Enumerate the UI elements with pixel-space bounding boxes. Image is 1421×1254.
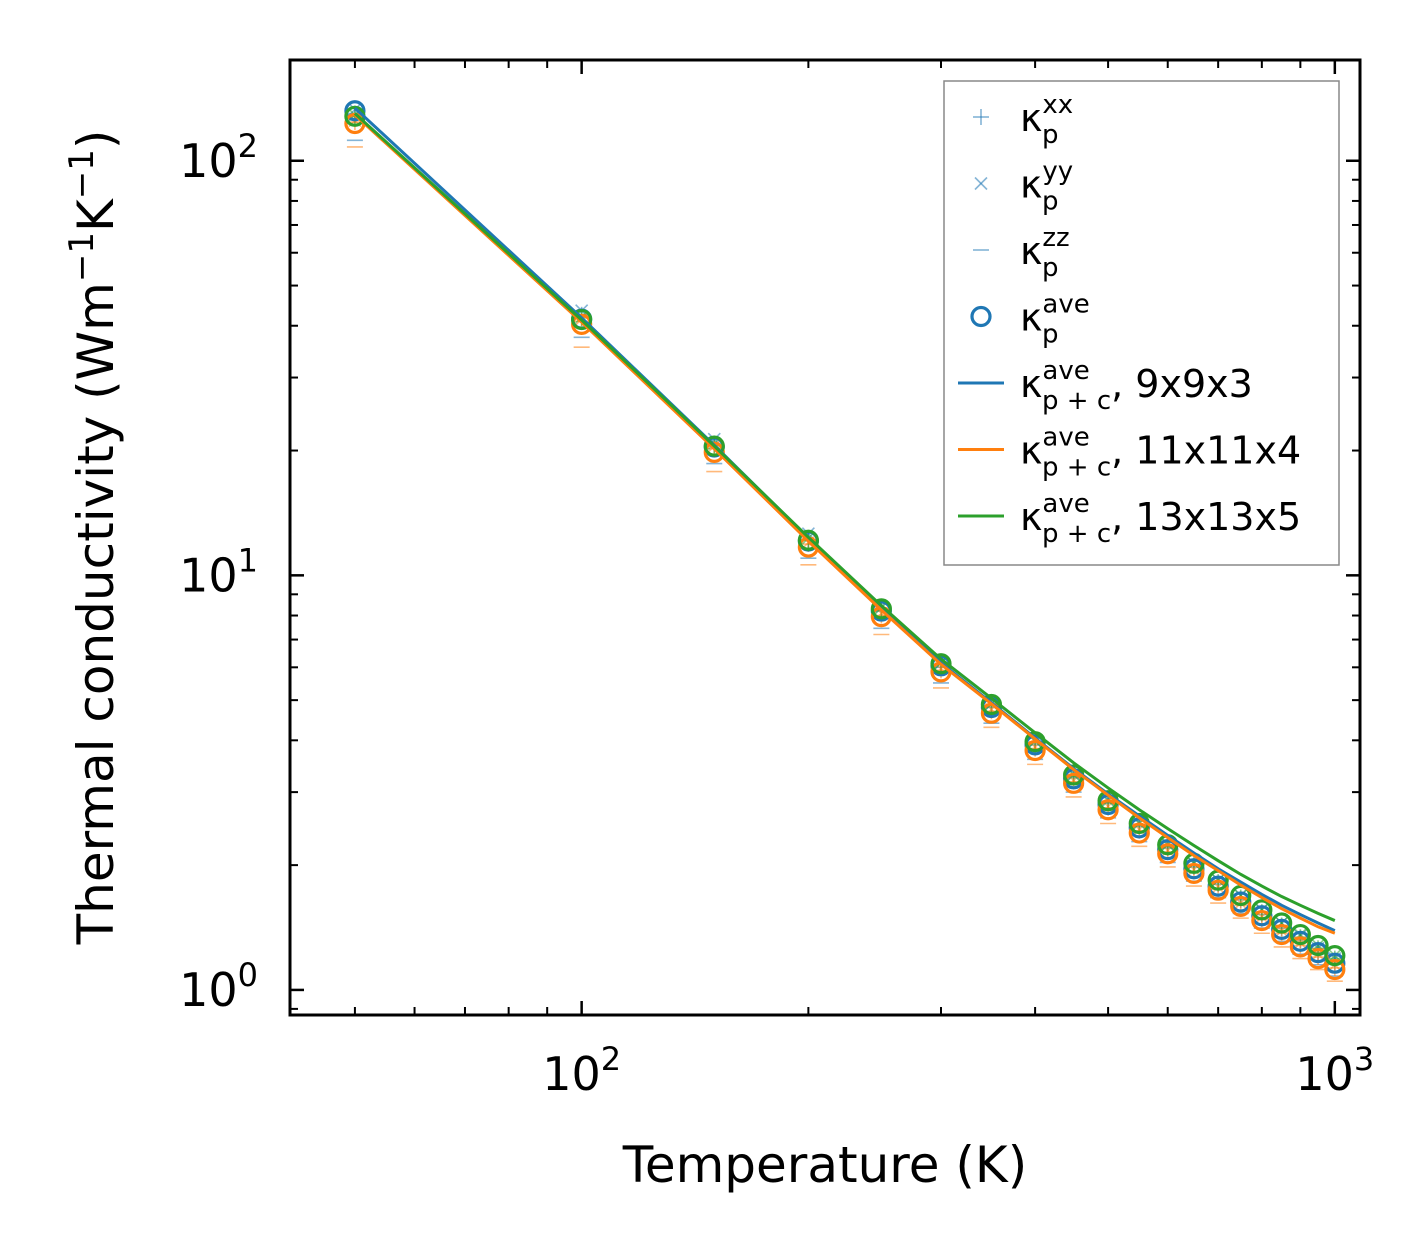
series-layer xyxy=(344,100,1346,982)
x-tick-label-base: 10 xyxy=(1295,1047,1354,1101)
series-line-13 xyxy=(353,112,1336,922)
data-point-s10-1 xyxy=(571,308,593,331)
data-point-s7-7 xyxy=(1024,739,1046,762)
data-point-s7-9 xyxy=(1097,799,1119,821)
data-point-s7-13 xyxy=(1207,879,1229,901)
legend-kappa: κ xyxy=(1020,163,1042,207)
x-tick-label-exp: 3 xyxy=(1354,1040,1374,1078)
data-point-s7-15 xyxy=(1251,909,1273,932)
legend-kappa: κ xyxy=(1020,296,1042,340)
legend-item-3: κave p xyxy=(970,290,1090,350)
tick-layer xyxy=(290,60,1360,1015)
data-point-s10-19 xyxy=(1324,945,1346,967)
y-tick-label: 102 xyxy=(179,127,258,188)
legend-label-1: κyy p xyxy=(1020,157,1073,217)
legend-label-0: κxx p xyxy=(1020,90,1073,150)
legend-kappa: κ xyxy=(1020,495,1042,539)
legend-label-3: κave p xyxy=(1020,290,1090,350)
legend-item-1: κyy p xyxy=(974,157,1073,217)
legend-item-5: κave p + c, 11x11x4 xyxy=(958,423,1301,483)
legend-kappa: κ xyxy=(1020,96,1042,140)
legend-suffix: , 13x13x5 xyxy=(1111,495,1301,539)
legend-marker-1-b xyxy=(974,176,988,191)
data-point-s10-3 xyxy=(797,529,819,551)
data-point-s10-4 xyxy=(870,598,892,620)
y-axis-label-mid: K xyxy=(67,198,125,232)
legend-item-4: κave p + c, 9x9x3 xyxy=(958,356,1253,416)
plot-frame xyxy=(288,58,1362,1017)
legend-subscript: p + c xyxy=(1042,386,1111,416)
legend-superscript: ave xyxy=(1042,356,1089,386)
y-tick-label-exp: 1 xyxy=(238,541,258,579)
x-axis-label: Temperature (K) xyxy=(622,1136,1027,1194)
x-tick-label: 102 xyxy=(542,1040,621,1101)
data-point-s7-8 xyxy=(1063,772,1085,794)
legend-subscript: p xyxy=(1042,187,1059,217)
data-point-s10-2 xyxy=(703,435,725,457)
series-6 xyxy=(346,146,1343,982)
legend-label-6: κave p + c, 13x13x5 xyxy=(1020,489,1301,549)
y-tick-label-exp: 2 xyxy=(238,127,258,165)
y-axis-label: Thermal conductivity (Wm−1K−1) xyxy=(62,130,125,946)
y-axis-label-sup1: −1 xyxy=(62,232,102,282)
legend-marker-3 xyxy=(970,305,992,328)
legend-superscript: zz xyxy=(1042,223,1069,253)
legend-kappa: κ xyxy=(1020,362,1042,406)
x-tick-label-base: 10 xyxy=(542,1047,601,1101)
y-tick-label: 100 xyxy=(179,956,258,1017)
legend-superscript: ave xyxy=(1042,489,1089,519)
legend-label-5: κave p + c, 11x11x4 xyxy=(1020,423,1301,483)
legend-item-2: κzz p xyxy=(973,223,1070,283)
legend-label-4: κave p + c, 9x9x3 xyxy=(1020,356,1253,416)
legend-label-2: κzz p xyxy=(1020,223,1070,283)
y-tick-label-base: 10 xyxy=(179,548,238,602)
legend-superscript: ave xyxy=(1042,290,1089,320)
legend-subscript: p xyxy=(1042,120,1059,150)
data-point-s10-15 xyxy=(1251,899,1273,921)
legend-superscript: xx xyxy=(1042,90,1073,120)
legend-box xyxy=(943,80,1340,566)
series-line-12 xyxy=(353,113,1336,935)
legend-kappa: κ xyxy=(1020,429,1042,473)
legend-subscript: p + c xyxy=(1042,453,1111,483)
x-tick-label-exp: 2 xyxy=(601,1040,621,1078)
x-tick-labels: 102 103 xyxy=(542,1040,1374,1101)
y-tick-label-exp: 0 xyxy=(238,956,258,994)
y-axis-label-end: ) xyxy=(67,130,125,150)
data-point-s10-16 xyxy=(1271,912,1293,934)
legend-superscript: ave xyxy=(1042,423,1089,453)
data-point-s10-18 xyxy=(1307,934,1329,957)
y-axis-label-main: Thermal conductivity (Wm xyxy=(67,282,125,945)
legend-subscript: p xyxy=(1042,253,1059,283)
legend-marker-0 xyxy=(973,109,989,125)
data-point-s10-17 xyxy=(1289,923,1311,946)
data-point-s7-19 xyxy=(1324,958,1346,981)
data-point-s7-11 xyxy=(1157,843,1179,865)
x-tick-label: 103 xyxy=(1295,1040,1374,1101)
y-tick-label-base: 10 xyxy=(179,963,238,1017)
y-axis-label-sup2: −1 xyxy=(62,149,102,199)
data-point-s7-12 xyxy=(1183,862,1205,885)
series-10 xyxy=(344,105,1346,967)
data-point-s7-14 xyxy=(1230,895,1252,918)
legend-subscript: p + c xyxy=(1042,519,1111,549)
legend-superscript: yy xyxy=(1042,157,1073,187)
y-tick-label: 101 xyxy=(179,541,258,602)
legend-item-6: κave p + c, 13x13x5 xyxy=(958,489,1301,549)
legend-suffix: , 9x9x3 xyxy=(1111,362,1253,406)
legend-item-0: κxx p xyxy=(973,90,1073,150)
data-point-s10-5 xyxy=(930,653,952,675)
series-12 xyxy=(353,113,1336,935)
series-13 xyxy=(353,112,1336,922)
y-tick-label-base: 10 xyxy=(179,134,238,188)
legend-suffix: , 11x11x4 xyxy=(1111,429,1301,473)
legend-marker-1 xyxy=(974,176,988,191)
legend-kappa: κ xyxy=(1020,229,1042,273)
legend-subscript: p xyxy=(1042,320,1059,350)
data-point-s7-10 xyxy=(1128,822,1150,844)
